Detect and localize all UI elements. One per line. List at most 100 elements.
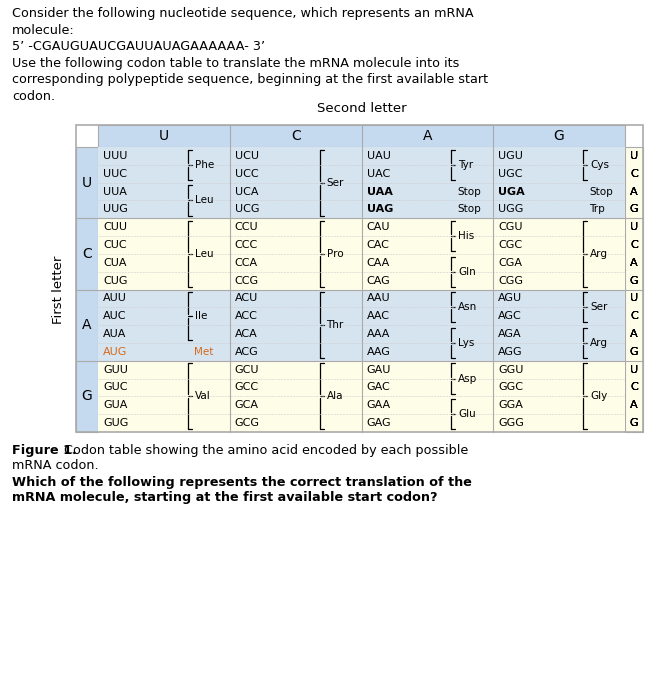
Text: UUU: UUU <box>103 151 127 161</box>
Text: CUG: CUG <box>103 276 127 286</box>
Text: GAC: GAC <box>366 382 390 393</box>
Text: GCC: GCC <box>235 382 259 393</box>
Text: U: U <box>630 293 638 303</box>
Bar <box>362 147 493 218</box>
Text: C: C <box>630 240 638 250</box>
Text: Val: Val <box>195 391 211 401</box>
Text: C: C <box>630 169 638 178</box>
Text: UAC: UAC <box>366 169 390 178</box>
Text: U: U <box>630 365 638 374</box>
Text: Third letter: Third letter <box>659 252 660 327</box>
Text: GAU: GAU <box>366 365 391 374</box>
Text: G: G <box>630 418 638 428</box>
Bar <box>362 218 493 290</box>
Text: corresponding polypeptide sequence, beginning at the first available start: corresponding polypeptide sequence, begi… <box>12 73 488 86</box>
Text: G: G <box>630 346 638 357</box>
Bar <box>76 125 643 432</box>
Text: G: G <box>630 276 638 286</box>
Text: A: A <box>630 258 638 268</box>
Bar <box>98 360 230 432</box>
Bar <box>493 147 625 218</box>
Text: UGC: UGC <box>498 169 523 178</box>
Text: G: G <box>630 418 638 428</box>
Text: C: C <box>630 169 638 178</box>
Text: GGC: GGC <box>498 382 523 393</box>
Bar <box>230 360 362 432</box>
Text: CAA: CAA <box>366 258 390 268</box>
Text: A: A <box>630 186 638 197</box>
Text: GUA: GUA <box>103 400 127 410</box>
Text: G: G <box>82 389 92 403</box>
Text: Ala: Ala <box>327 391 343 401</box>
Text: ACG: ACG <box>235 346 259 357</box>
Text: GGA: GGA <box>498 400 523 410</box>
Text: GUG: GUG <box>103 418 129 428</box>
Text: U: U <box>630 293 638 303</box>
Text: UUA: UUA <box>103 186 127 197</box>
Text: Use the following codon table to translate the mRNA molecule into its: Use the following codon table to transla… <box>12 57 459 69</box>
Text: Thr: Thr <box>327 320 344 330</box>
Text: Leu: Leu <box>195 195 213 205</box>
Text: His: His <box>458 231 475 241</box>
Text: A: A <box>630 400 638 410</box>
Text: ACA: ACA <box>235 329 257 339</box>
Text: UCA: UCA <box>235 186 258 197</box>
Text: codon.: codon. <box>12 90 55 102</box>
Text: AAG: AAG <box>366 346 390 357</box>
Text: AUG: AUG <box>103 346 127 357</box>
Text: AUC: AUC <box>103 312 127 321</box>
Text: A: A <box>630 186 638 197</box>
Text: A: A <box>422 129 432 143</box>
Text: G: G <box>630 418 638 428</box>
Text: Ile: Ile <box>195 312 207 321</box>
Text: ACU: ACU <box>235 293 258 303</box>
Text: C: C <box>82 247 92 261</box>
Text: A: A <box>630 258 638 268</box>
Text: G: G <box>630 346 638 357</box>
Text: AGG: AGG <box>498 346 523 357</box>
Bar <box>362 290 493 360</box>
Text: Leu: Leu <box>195 249 213 259</box>
Text: C: C <box>630 382 638 393</box>
Text: Stop: Stop <box>457 204 481 214</box>
Text: UGG: UGG <box>498 204 523 214</box>
Text: Glu: Glu <box>458 410 476 419</box>
Text: CCC: CCC <box>235 240 258 250</box>
Text: C: C <box>630 240 638 250</box>
Text: Pro: Pro <box>327 249 343 259</box>
Bar <box>98 125 625 147</box>
Text: U: U <box>630 151 638 161</box>
Text: CGG: CGG <box>498 276 523 286</box>
Text: Gln: Gln <box>458 267 476 276</box>
Text: A: A <box>630 258 638 268</box>
Bar <box>493 290 625 360</box>
Text: Cys: Cys <box>590 160 609 170</box>
Text: G: G <box>630 418 638 428</box>
Text: G: G <box>630 204 638 214</box>
Bar <box>230 147 362 218</box>
Text: Which of the following represents the correct translation of the: Which of the following represents the co… <box>12 476 472 489</box>
Text: U: U <box>630 222 638 232</box>
Text: GCA: GCA <box>235 400 259 410</box>
Text: Figure 1.: Figure 1. <box>12 444 77 457</box>
Text: C: C <box>630 240 638 250</box>
Text: CCA: CCA <box>235 258 258 268</box>
Text: Tyr: Tyr <box>458 160 473 170</box>
Text: G: G <box>630 276 638 286</box>
Text: A: A <box>630 329 638 339</box>
Text: U: U <box>630 365 638 374</box>
Text: C: C <box>630 382 638 393</box>
Bar <box>493 360 625 432</box>
Text: Consider the following nucleotide sequence, which represents an mRNA: Consider the following nucleotide sequen… <box>12 7 474 20</box>
Bar <box>362 360 493 432</box>
Text: UCC: UCC <box>235 169 258 178</box>
Text: UAA: UAA <box>366 186 393 197</box>
Text: U: U <box>630 293 638 303</box>
Text: ACC: ACC <box>235 312 257 321</box>
Text: A: A <box>630 400 638 410</box>
Text: U: U <box>630 222 638 232</box>
Text: AGA: AGA <box>498 329 522 339</box>
Text: First letter: First letter <box>51 256 65 323</box>
Text: U: U <box>630 151 638 161</box>
Text: GCG: GCG <box>235 418 260 428</box>
